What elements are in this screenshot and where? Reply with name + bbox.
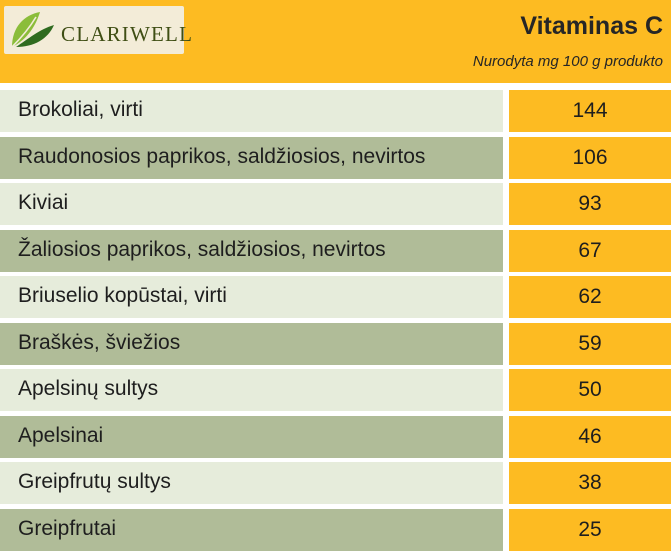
vitamin-c-value: 50 xyxy=(578,378,602,401)
food-name-cell: Apelsinų sultys xyxy=(0,369,503,411)
chart-title: Vitaminas C xyxy=(520,12,663,40)
food-name: Kiviai xyxy=(18,191,69,214)
food-name: Briuselio kopūstai, virti xyxy=(18,284,227,307)
food-name: Apelsinai xyxy=(18,423,104,447)
table-row: Braškės, šviežios 59 xyxy=(0,322,671,370)
food-name: Greipfrutai xyxy=(18,516,117,540)
vitamin-c-value: 106 xyxy=(572,145,608,169)
table-row: Kiviai 93 xyxy=(0,183,671,230)
value-cell: 106 xyxy=(509,136,671,179)
food-name-cell: Greipfrutai xyxy=(0,508,503,551)
food-name: Raudonosios paprikos, saldžiosios, nevir… xyxy=(18,144,426,168)
value-cell: 38 xyxy=(509,462,671,504)
header-bar: CLARIWELL Vitaminas C Nurodyta mg 100 g … xyxy=(0,0,671,83)
food-name: Žaliosios paprikos, saldžiosios, nevirto… xyxy=(18,237,386,261)
vitamin-c-value: 93 xyxy=(578,192,602,215)
food-name-cell: Greipfrutų sultys xyxy=(0,462,503,504)
vitamin-c-value: 25 xyxy=(578,517,602,541)
food-name-cell: Briuselio kopūstai, virti xyxy=(0,276,503,318)
table-row: Greipfrutai 25 xyxy=(0,508,671,555)
food-name-cell: Žaliosios paprikos, saldžiosios, nevirto… xyxy=(0,229,503,272)
table-row: Apelsinai 46 xyxy=(0,415,671,463)
table-row: Brokoliai, virti 144 xyxy=(0,90,671,137)
food-name: Apelsinų sultys xyxy=(18,377,159,400)
food-name-cell: Braškės, šviežios xyxy=(0,322,503,365)
vitamin-c-value: 59 xyxy=(578,331,602,355)
brand-logo: CLARIWELL xyxy=(4,6,192,54)
value-cell: 144 xyxy=(509,90,671,132)
vitamin-c-table: Brokoliai, virti 144 Raudonosios papriko… xyxy=(0,90,671,555)
value-cell: 59 xyxy=(509,322,671,365)
vitamin-c-value: 144 xyxy=(572,99,608,122)
value-cell: 93 xyxy=(509,183,671,225)
leaf-icon xyxy=(11,12,54,48)
food-name: Braškės, šviežios xyxy=(18,330,181,354)
value-cell: 50 xyxy=(509,369,671,411)
table-row: Raudonosios paprikos, saldžiosios, nevir… xyxy=(0,136,671,184)
food-name-cell: Raudonosios paprikos, saldžiosios, nevir… xyxy=(0,136,503,179)
table-row: Žaliosios paprikos, saldžiosios, nevirto… xyxy=(0,229,671,277)
food-name-cell: Brokoliai, virti xyxy=(0,90,503,132)
vitamin-c-value: 62 xyxy=(578,285,602,308)
value-cell: 67 xyxy=(509,229,671,272)
food-name: Greipfrutų sultys xyxy=(18,470,171,493)
vitamin-c-value: 46 xyxy=(578,424,602,448)
food-name-cell: Kiviai xyxy=(0,183,503,225)
food-name: Brokoliai, virti xyxy=(18,98,143,121)
table-row: Briuselio kopūstai, virti 62 xyxy=(0,276,671,323)
value-cell: 46 xyxy=(509,415,671,458)
vitamin-c-value: 38 xyxy=(578,471,602,494)
chart-subtitle: Nurodyta mg 100 g produkto xyxy=(472,53,663,70)
value-cell: 25 xyxy=(509,508,671,551)
brand-name: CLARIWELL xyxy=(61,22,194,46)
value-cell: 62 xyxy=(509,276,671,318)
food-name-cell: Apelsinai xyxy=(0,415,503,458)
table-row: Greipfrutų sultys 38 xyxy=(0,462,671,509)
vitamin-c-value: 67 xyxy=(578,238,602,262)
table-row: Apelsinų sultys 50 xyxy=(0,369,671,416)
